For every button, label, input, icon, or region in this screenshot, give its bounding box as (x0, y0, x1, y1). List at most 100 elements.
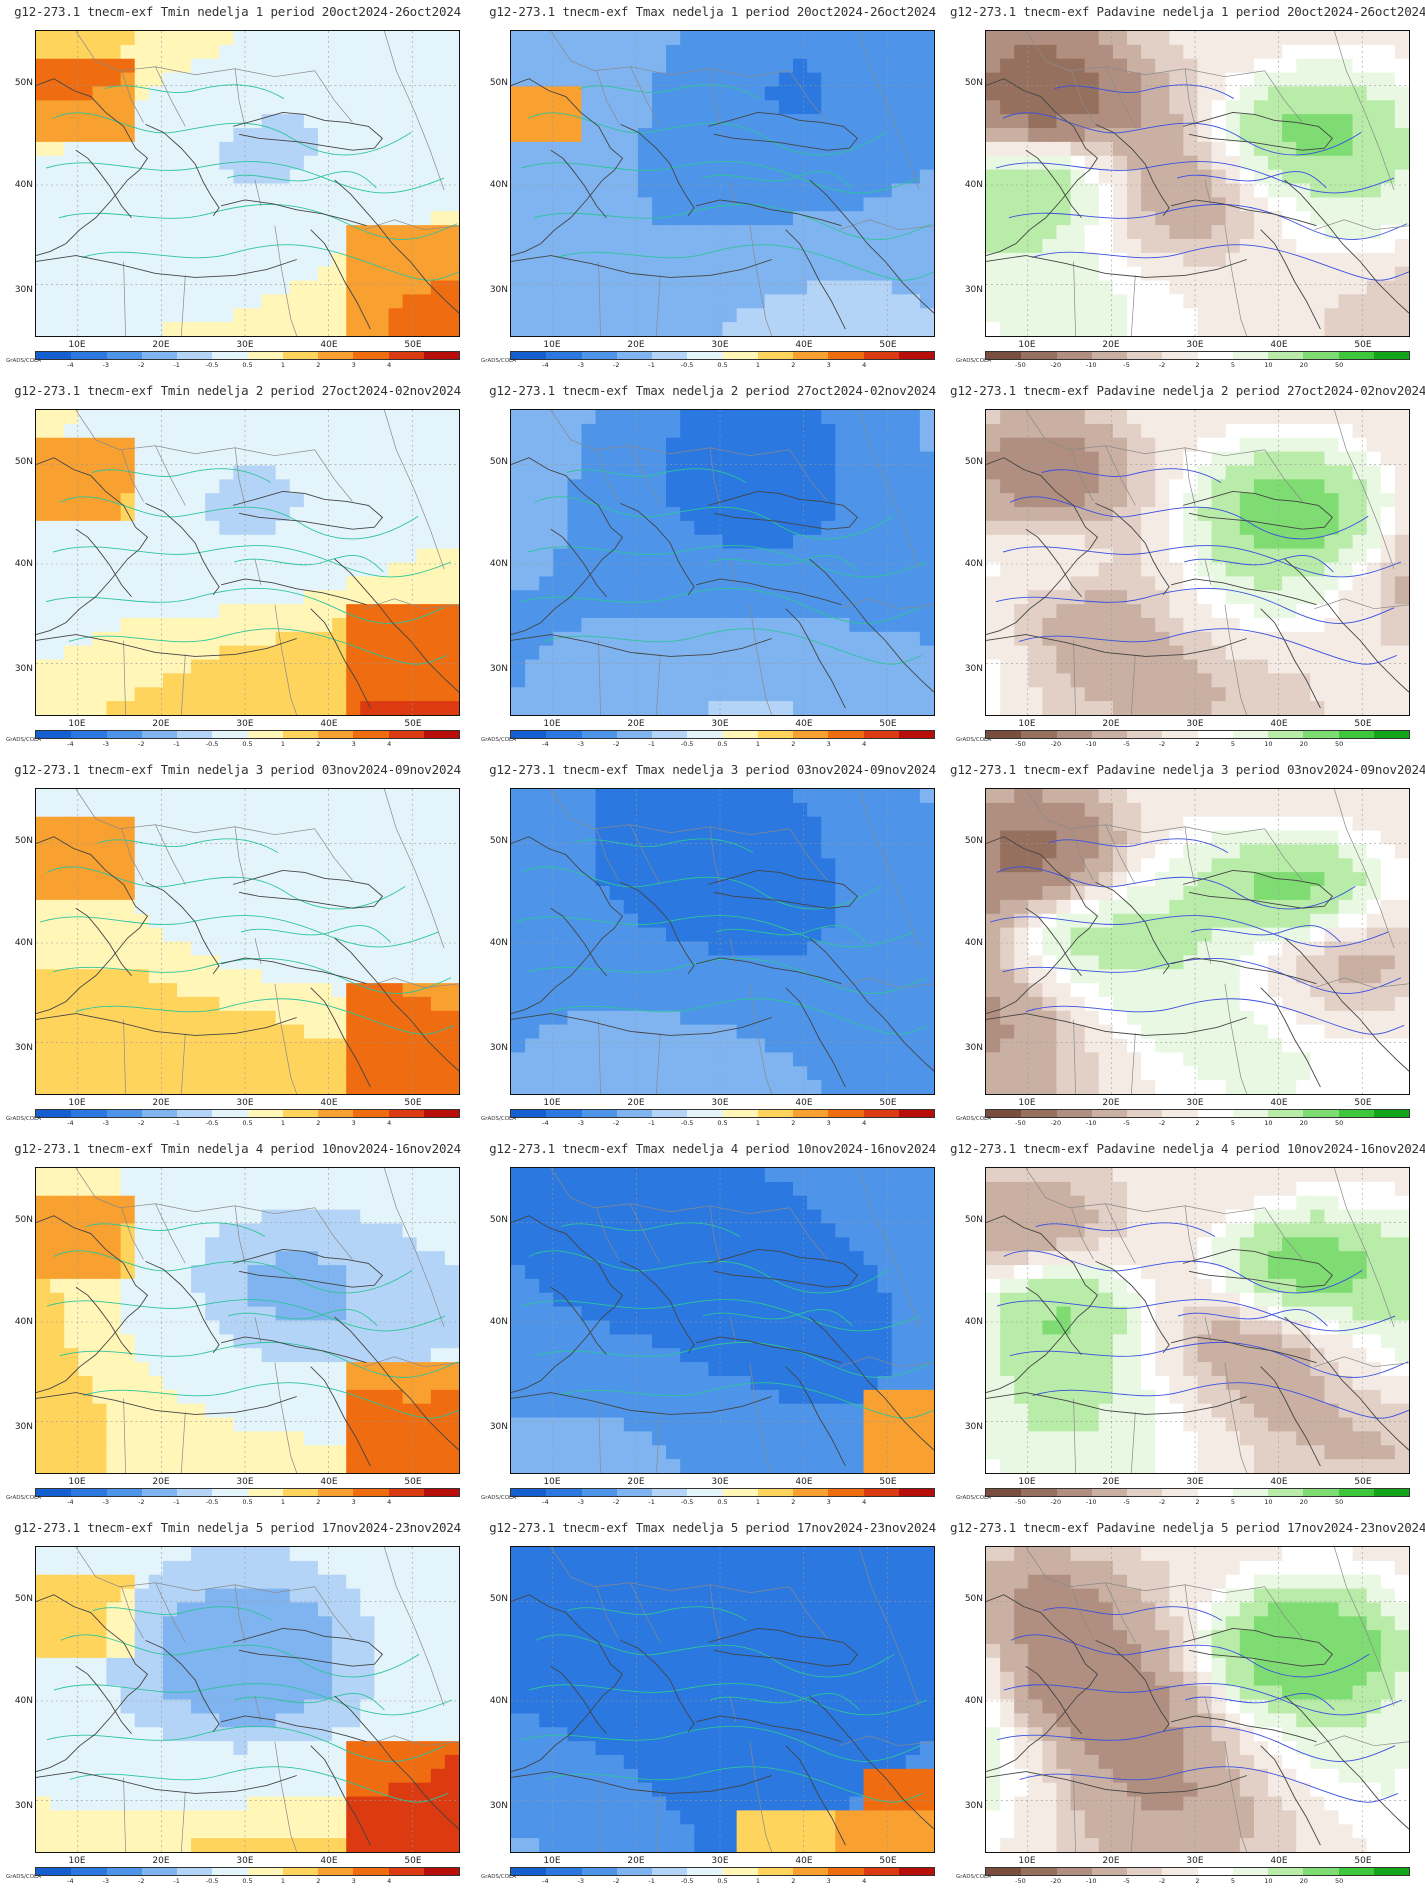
colorbar-tick-label: -3 (577, 740, 585, 748)
anomaly-shading (36, 31, 459, 336)
colorbar-swatch (1268, 1868, 1304, 1875)
panel-title: g12-273.1 tnecm-exf Tmin nedelja 2 perio… (14, 383, 461, 398)
longitude-label: 10E (1018, 1098, 1036, 1108)
colorbar (510, 351, 935, 360)
colorbar-tick-label: 2 (1195, 1498, 1200, 1506)
longitude-label: 10E (1018, 340, 1036, 350)
colorbar-swatch (828, 1868, 864, 1875)
colorbar-swatch (1091, 352, 1127, 359)
colorbar-labels: -4 -3 -2 -1 -0.5 0.5 1 2 3 4 (35, 1877, 460, 1887)
anomaly-shading (36, 1168, 459, 1473)
longitude-label: 20E (152, 340, 170, 350)
colorbar-tick-label: -1 (648, 1877, 655, 1885)
colorbar-swatch (71, 1110, 107, 1117)
colorbar-swatch (282, 1110, 318, 1117)
colorbar-tick-label: 0.5 (242, 1877, 253, 1885)
graticule (986, 31, 1409, 336)
map-panel-tmin-week-1: g12-273.1 tnecm-exf Tmin nedelja 1 perio… (0, 0, 475, 379)
colorbar-swatch (212, 1110, 248, 1117)
grads-credit: GrADS/COLA (6, 1874, 41, 1880)
colorbar-swatch (106, 352, 142, 359)
coastlines (986, 836, 1409, 1088)
colorbar-tick-label: 4 (862, 1877, 867, 1885)
map-svg (36, 1168, 459, 1473)
map-area (985, 30, 1410, 337)
colorbar-tick-label: 0.5 (242, 1119, 253, 1127)
grads-credit: GrADS/COLA (481, 1495, 516, 1501)
colorbar (510, 1109, 935, 1118)
colorbar-tick-label: -3 (102, 1119, 110, 1127)
colorbar-tick-label: 0.5 (717, 1877, 728, 1885)
colorbar-tick-label: -2 (138, 1498, 145, 1506)
longitude-label: 30E (711, 1856, 729, 1866)
colorbar-swatch (177, 352, 213, 359)
anomaly-shading (511, 789, 934, 1094)
colorbar-tick-label: 1 (280, 1877, 285, 1885)
colorbar-swatch (423, 731, 459, 738)
colorbar-swatch (282, 1489, 318, 1496)
colorbar-tick-label: -20 (1050, 1498, 1062, 1506)
colorbar-tick-label: -5 (1123, 1498, 1130, 1506)
map-svg (511, 1168, 934, 1473)
grads-credit: GrADS/COLA (6, 1495, 41, 1501)
anomaly-shading (986, 1547, 1409, 1852)
latitude-label: 30N (14, 285, 33, 295)
colorbar-tick-label: -50 (1015, 361, 1026, 369)
colorbar-tick-label: -50 (1015, 1877, 1026, 1885)
colorbar-tick-label: 10 (1264, 740, 1273, 748)
colorbar-tick-label: 5 (1230, 361, 1235, 369)
longitude-label: 30E (236, 340, 254, 350)
map-panel-tmin-week-3: g12-273.1 tnecm-exf Tmin nedelja 3 perio… (0, 758, 475, 1137)
country-borders (550, 789, 934, 1094)
colorbar-swatch (353, 1110, 389, 1117)
colorbar-swatch (1091, 1489, 1127, 1496)
colorbar-swatch (141, 1110, 177, 1117)
longitude-label: 10E (543, 719, 561, 729)
longitude-label: 40E (320, 719, 338, 729)
colorbar-tick-label: -2 (138, 1119, 145, 1127)
colorbar-tick-label: 5 (1230, 1877, 1235, 1885)
longitude-label: 20E (152, 1098, 170, 1108)
isoline-contours (520, 468, 927, 665)
colorbar-swatch (1338, 352, 1374, 359)
coastlines (986, 1215, 1409, 1467)
panel-title: g12-273.1 tnecm-exf Tmax nedelja 3 perio… (489, 762, 936, 777)
colorbar-swatch (793, 1868, 829, 1875)
colorbar-swatch (423, 1110, 459, 1117)
colorbar-swatch (722, 731, 758, 738)
colorbar-swatch (1021, 1868, 1057, 1875)
colorbar-tick-label: 0.5 (717, 1119, 728, 1127)
latitude-label: 40N (489, 1317, 508, 1327)
colorbar-swatch (141, 1868, 177, 1875)
colorbar-tick-label: 0.5 (717, 1498, 728, 1506)
colorbar-tick-label: 5 (1230, 740, 1235, 748)
colorbar-swatch (247, 1110, 283, 1117)
colorbar-swatch (1127, 731, 1163, 738)
latitude-label: 50N (964, 1215, 983, 1225)
longitude-label: 30E (236, 1477, 254, 1487)
longitude-label: 40E (1270, 719, 1288, 729)
longitude-label: 40E (795, 719, 813, 729)
colorbar-tick-label: 4 (387, 1498, 392, 1506)
country-borders (550, 31, 934, 336)
map-svg (511, 410, 934, 715)
longitude-label: 30E (1186, 340, 1204, 350)
colorbar-swatch (863, 1489, 899, 1496)
colorbar-swatch (1373, 1868, 1409, 1875)
map-svg (511, 1547, 934, 1852)
map-panel-precip-week-1: g12-273.1 tnecm-exf Padavine nedelja 1 p… (950, 0, 1425, 379)
panel-title: g12-273.1 tnecm-exf Tmin nedelja 5 perio… (14, 1520, 461, 1535)
map-area (35, 30, 460, 337)
colorbar-swatch (793, 731, 829, 738)
country-borders (75, 789, 459, 1094)
longitude-label: 40E (320, 1477, 338, 1487)
longitude-label: 30E (236, 1098, 254, 1108)
colorbar-swatch (36, 731, 72, 738)
coastlines (36, 1215, 459, 1467)
longitude-label: 40E (795, 1477, 813, 1487)
longitude-label: 20E (627, 1477, 645, 1487)
colorbar-swatch (1056, 1868, 1092, 1875)
colorbar (985, 1488, 1410, 1497)
latitude-label: 50N (964, 78, 983, 88)
colorbar-tick-label: 2 (316, 1877, 321, 1885)
